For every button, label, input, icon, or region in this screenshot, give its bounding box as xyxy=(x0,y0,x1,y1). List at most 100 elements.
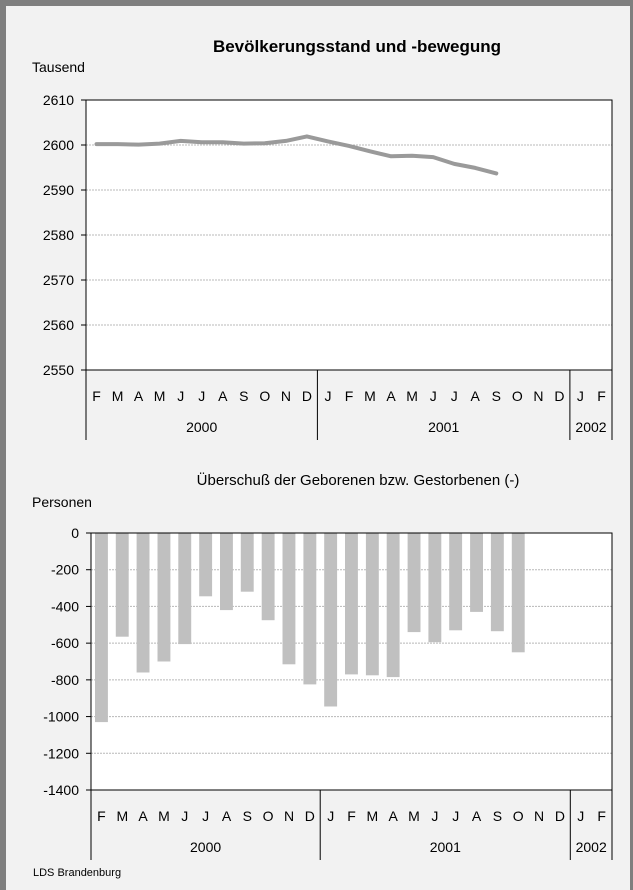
bar xyxy=(407,533,421,633)
x-tick-label: J xyxy=(431,808,438,824)
year-label: 2002 xyxy=(576,839,607,855)
bar xyxy=(240,533,254,592)
bar xyxy=(157,533,171,662)
x-tick-label: A xyxy=(222,808,232,824)
bar xyxy=(115,533,129,637)
bar xyxy=(324,533,338,707)
x-tick-label: A xyxy=(138,808,148,824)
y-tick-label: -1200 xyxy=(43,745,79,761)
y-axis-label: Tausend xyxy=(32,59,85,75)
x-tick-label: J xyxy=(577,808,584,824)
bar xyxy=(282,533,296,665)
bar xyxy=(386,533,400,678)
x-tick-label: A xyxy=(471,388,481,404)
x-tick-label: D xyxy=(305,808,315,824)
bar xyxy=(199,533,213,597)
y-tick-label: -600 xyxy=(51,635,79,651)
x-tick-label: J xyxy=(325,388,332,404)
x-tick-label: M xyxy=(406,388,418,404)
year-label: 2001 xyxy=(430,839,461,855)
year-label: 2002 xyxy=(575,419,606,435)
y-tick-label: -1000 xyxy=(43,709,79,725)
x-tick-label: J xyxy=(452,808,459,824)
bar xyxy=(178,533,192,645)
bar xyxy=(220,533,233,611)
y-axis-label: Personen xyxy=(32,494,92,510)
y-tick-label: 2560 xyxy=(43,317,74,333)
x-tick-label: J xyxy=(451,388,458,404)
x-tick-label: A xyxy=(386,388,396,404)
x-tick-label: F xyxy=(597,388,606,404)
data-series xyxy=(95,533,525,723)
y-tick-label: 2610 xyxy=(43,92,74,108)
y-tick-label: 2580 xyxy=(43,227,74,243)
x-tick-label: J xyxy=(198,388,205,404)
x-tick-label: N xyxy=(534,808,544,824)
x-tick-label: S xyxy=(493,808,502,824)
x-tick-label: J xyxy=(577,388,584,404)
y-tick-label: 0 xyxy=(71,525,79,541)
x-tick-label: N xyxy=(284,808,294,824)
bar xyxy=(511,533,525,653)
x-tick-label: M xyxy=(366,808,378,824)
population-line xyxy=(94,134,499,176)
x-tick-label: N xyxy=(281,388,291,404)
y-tick-label: -200 xyxy=(51,562,79,578)
y-tick-label: 2570 xyxy=(43,272,74,288)
x-tick-label: F xyxy=(345,388,354,404)
x-tick-label: A xyxy=(134,388,144,404)
x-tick-label: O xyxy=(513,808,524,824)
bar xyxy=(365,533,379,676)
plot-frame xyxy=(85,99,613,371)
y-tick-label: 2550 xyxy=(43,362,74,378)
data-series xyxy=(94,134,499,176)
x-tick-label: D xyxy=(302,388,312,404)
x-tick-label: F xyxy=(347,808,356,824)
x-tick-label: J xyxy=(177,388,184,404)
year-label: 2001 xyxy=(428,419,459,435)
chart-title: Bevölkerungsstand und -bewegung xyxy=(213,37,501,56)
x-tick-label: S xyxy=(239,388,248,404)
x-tick-label: D xyxy=(555,808,565,824)
x-tick-label: D xyxy=(554,388,564,404)
x-tick-label: F xyxy=(97,808,106,824)
x-tick-label: F xyxy=(92,388,101,404)
x-tick-label: A xyxy=(389,808,399,824)
bar xyxy=(261,533,275,621)
y-tick-label: -400 xyxy=(51,598,79,614)
x-tick-label: M xyxy=(364,388,376,404)
x-tick-label: M xyxy=(408,808,420,824)
bar xyxy=(136,533,150,673)
x-tick-label: J xyxy=(181,808,188,824)
x-tick-label: A xyxy=(472,808,482,824)
bar xyxy=(303,533,317,685)
x-tick-label: M xyxy=(158,808,170,824)
x-tick-label: J xyxy=(430,388,437,404)
y-tick-label: 2600 xyxy=(43,137,74,153)
x-tick-label: O xyxy=(259,388,270,404)
plot-frame xyxy=(90,532,613,791)
birth-surplus-chart: Überschuß der Geborenen bzw. Gestorbenen… xyxy=(32,471,613,860)
y-tick-label: -1400 xyxy=(43,782,79,798)
x-tick-label: M xyxy=(154,388,166,404)
x-tick-label: A xyxy=(218,388,228,404)
x-tick-label: J xyxy=(327,808,334,824)
x-tick-label: M xyxy=(112,388,124,404)
x-tick-label: M xyxy=(116,808,128,824)
bar xyxy=(345,533,358,675)
x-tick-label: S xyxy=(492,388,501,404)
bar xyxy=(490,533,504,632)
year-label: 2000 xyxy=(190,839,221,855)
year-label: 2000 xyxy=(186,419,217,435)
population-chart: Bevölkerungsstand und -bewegung Tausend … xyxy=(32,37,613,440)
y-tick-label: 2590 xyxy=(43,182,74,198)
x-tick-label: O xyxy=(263,808,274,824)
bar xyxy=(470,533,483,612)
bar xyxy=(428,533,442,643)
x-tick-label: S xyxy=(243,808,252,824)
chart-title: Überschuß der Geborenen bzw. Gestorbenen… xyxy=(197,471,520,489)
x-tick-label: O xyxy=(512,388,523,404)
bar xyxy=(95,533,108,723)
